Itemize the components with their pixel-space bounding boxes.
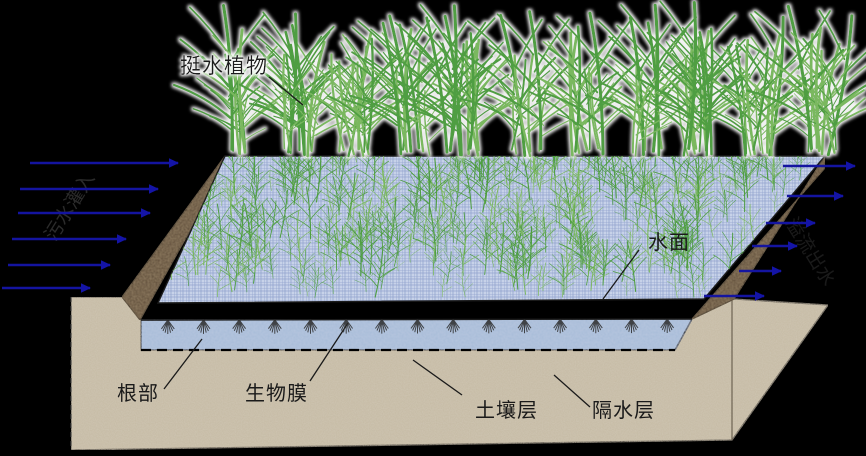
svg-text:隔水层: 隔水层 (592, 399, 655, 422)
svg-text:水面: 水面 (648, 231, 690, 254)
svg-text:污水灌入: 污水灌入 (40, 169, 99, 245)
svg-text:溢流出水: 溢流出水 (781, 214, 840, 290)
svg-text:根部: 根部 (117, 382, 159, 405)
svg-text:挺水植物: 挺水植物 (180, 55, 268, 78)
svg-text:土壤层: 土壤层 (475, 399, 538, 422)
svg-text:生物膜: 生物膜 (245, 382, 308, 405)
